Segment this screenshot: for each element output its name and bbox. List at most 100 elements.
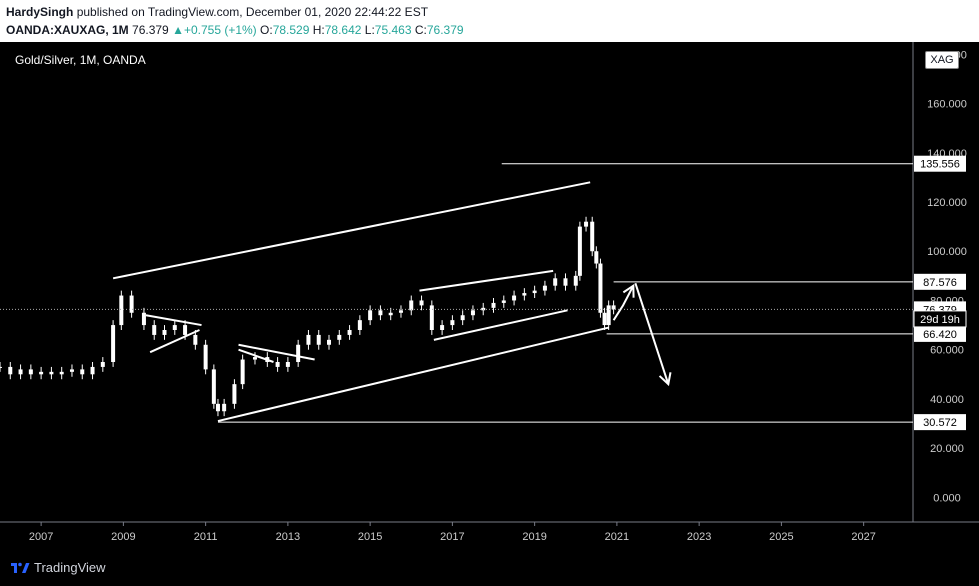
time-axis[interactable]: 2007 2009 2011 2013 2015 2017 2019 2021 2023 2025… xyxy=(29,522,876,543)
candle-body xyxy=(193,334,198,345)
y-tick-label: 120.000 xyxy=(927,197,967,209)
candle-body xyxy=(429,305,434,330)
candle-body xyxy=(606,305,611,326)
candle-body xyxy=(316,334,321,345)
high-value: 78.642 xyxy=(324,23,362,37)
candle-body xyxy=(594,251,599,264)
candle-body xyxy=(347,330,352,335)
candle-body xyxy=(584,221,589,227)
candle-body xyxy=(162,330,167,335)
candle-body xyxy=(501,300,506,303)
candle-body xyxy=(419,300,424,306)
candle-body xyxy=(368,310,373,321)
candle-body xyxy=(296,344,301,362)
y-tick-label: 40.000 xyxy=(930,394,964,406)
candle-body xyxy=(522,293,527,296)
candle-body xyxy=(357,320,362,330)
candle-body xyxy=(49,371,54,375)
close-value: 76.379 xyxy=(426,23,464,37)
candle-body xyxy=(8,366,13,375)
trendline xyxy=(145,314,202,327)
y-tick-label: 100.000 xyxy=(927,246,967,258)
candle-body xyxy=(398,310,403,313)
trendline xyxy=(419,269,554,292)
x-tick-label: 2027 xyxy=(851,531,875,543)
price-label-text: 66.420 xyxy=(923,329,957,341)
countdown-box xyxy=(913,310,967,328)
candle-body xyxy=(252,357,257,360)
candle-body xyxy=(337,334,342,340)
x-tick-label: 2017 xyxy=(440,531,464,543)
tradingview-logo-icon xyxy=(11,562,30,573)
candle-body xyxy=(211,369,216,404)
candle-body xyxy=(0,366,2,368)
candle-body xyxy=(275,362,280,367)
candle-body xyxy=(532,290,537,294)
candle-body xyxy=(598,263,603,313)
price-label-text: 30.572 xyxy=(923,417,957,429)
trendline xyxy=(238,348,274,363)
candle-body xyxy=(232,384,237,404)
low-label: L: xyxy=(364,23,375,37)
price-chart[interactable]: Gold/Silver, 1M, OANDA 0.000 20.000 40.000… xyxy=(0,42,979,548)
author-line: HardySingh published on TradingView.com,… xyxy=(6,5,428,19)
x-tick-label: 2021 xyxy=(605,531,629,543)
price-label-box xyxy=(914,273,966,290)
y-tick-label: 20.000 xyxy=(930,443,964,455)
candle-body xyxy=(378,310,383,316)
candle-body xyxy=(129,295,134,313)
candle-body xyxy=(440,325,445,330)
candle-body xyxy=(553,278,558,286)
open-value: 78.529 xyxy=(272,23,310,37)
price-label-text: 135.556 xyxy=(920,159,960,171)
candle-body xyxy=(69,369,74,372)
candle-body xyxy=(215,403,220,412)
price-label-box xyxy=(914,155,966,172)
author-name[interactable]: HardySingh xyxy=(6,5,74,19)
trendline xyxy=(217,326,609,423)
candle-body xyxy=(285,362,290,367)
trendline xyxy=(149,329,200,354)
arrow-head xyxy=(658,372,672,387)
candle-body xyxy=(28,369,33,375)
symbol-name[interactable]: OANDA:XAUXAG, 1M xyxy=(6,23,129,37)
candle-body xyxy=(470,310,475,316)
candle-body xyxy=(460,315,465,321)
low-value: 75.463 xyxy=(374,23,412,37)
candle-body xyxy=(18,369,23,375)
x-tick-label: 2013 xyxy=(276,531,300,543)
x-tick-label: 2011 xyxy=(194,531,218,543)
candle-body xyxy=(90,366,95,375)
candle-body xyxy=(100,362,105,367)
candle-body xyxy=(152,325,157,335)
x-tick-label: 2023 xyxy=(687,531,711,543)
publish-info: published on TradingView.com, December 0… xyxy=(76,5,429,19)
candle-body xyxy=(111,325,116,362)
publish-header: HardySingh published on TradingView.com,… xyxy=(0,0,979,42)
candle-body xyxy=(491,302,496,308)
brand-name[interactable]: TradingView xyxy=(34,560,106,575)
candle-body xyxy=(573,275,578,286)
price-change: +0.755 (+1%) xyxy=(183,23,257,37)
y-tick-label: 0.000 xyxy=(933,492,961,504)
up-triangle-icon: ▲ xyxy=(172,23,184,37)
candle-body xyxy=(602,312,607,326)
arrow-head xyxy=(622,283,635,298)
price-label-box xyxy=(914,325,966,342)
x-tick-label: 2015 xyxy=(358,531,382,543)
candle-body xyxy=(327,339,332,345)
candle-body xyxy=(590,221,595,252)
price-label-box xyxy=(914,414,966,431)
candle-body xyxy=(563,278,568,286)
x-tick-label: 2007 xyxy=(29,531,53,543)
y-tick-label: 60.000 xyxy=(930,345,964,357)
candle-body xyxy=(409,300,414,311)
trendline xyxy=(238,343,315,361)
x-tick-label: 2009 xyxy=(111,531,135,543)
candle-body xyxy=(306,334,311,345)
compare-symbol-badge[interactable]: XAG xyxy=(925,51,959,69)
y-tick-label: 160.000 xyxy=(927,99,967,111)
candle-body xyxy=(80,369,85,375)
candle-body xyxy=(39,371,44,375)
